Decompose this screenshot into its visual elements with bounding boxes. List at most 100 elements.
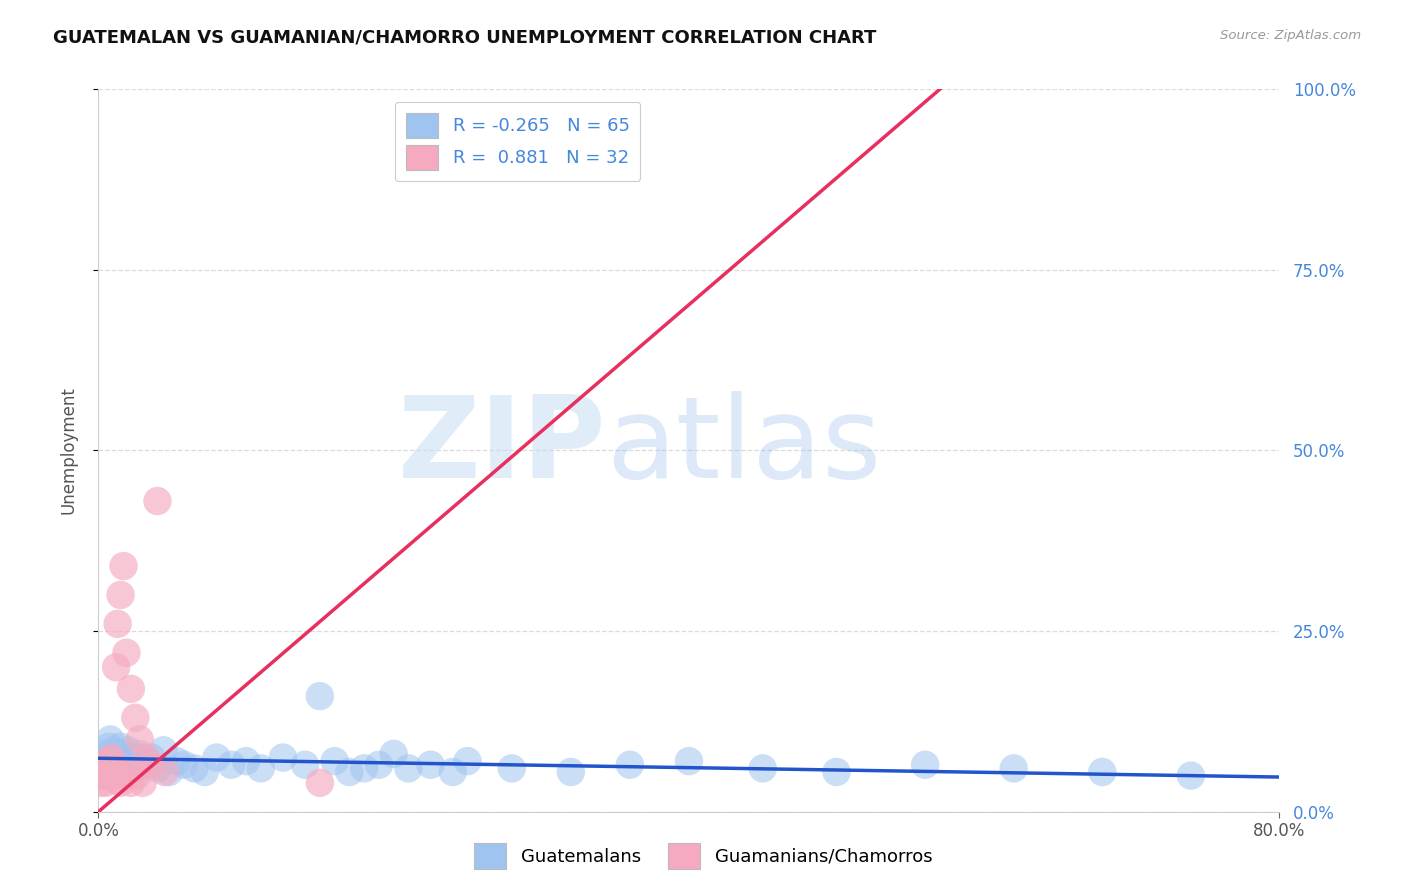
Point [90,776,112,790]
Point [100,750,122,764]
Point [122,750,145,764]
Point [173,757,195,772]
Point [103,757,125,772]
Point [128,747,150,761]
Point [166,754,188,768]
Point [103,743,125,757]
Point [93,761,115,775]
Point [104,754,127,768]
Point [105,750,128,764]
Point [250,761,273,775]
Point [110,776,132,790]
Point [457,754,479,768]
Point [91,754,114,768]
Y-axis label: Unemployment: Unemployment [59,386,77,515]
Point [132,776,155,790]
Point [678,754,700,768]
Point [221,757,243,772]
Point [619,757,641,772]
Point [501,761,523,775]
Point [120,681,142,696]
Point [97,769,120,783]
Point [1091,764,1114,779]
Point [97,754,120,768]
Point [110,588,132,602]
Point [128,732,150,747]
Point [105,761,128,775]
Point [114,750,136,764]
Point [96,757,118,772]
Point [825,764,848,779]
Point [752,761,775,775]
Point [103,761,125,775]
Point [90,764,112,779]
Point [339,764,361,779]
Text: atlas: atlas [606,392,882,502]
Point [368,757,391,772]
Point [94,747,117,761]
Point [132,757,155,772]
Point [235,754,257,768]
Point [93,764,115,779]
Point [294,757,316,772]
Point [103,757,125,772]
Point [98,761,121,775]
Point [323,754,346,768]
Point [111,757,134,772]
Legend: R = -0.265   N = 65, R =  0.881   N = 32: R = -0.265 N = 65, R = 0.881 N = 32 [395,102,641,181]
Point [136,754,159,768]
Point [124,711,146,725]
Point [441,764,464,779]
Point [353,761,375,775]
Point [141,757,163,772]
Point [141,750,163,764]
Text: GUATEMALAN VS GUAMANIAN/CHAMORRO UNEMPLOYMENT CORRELATION CHART: GUATEMALAN VS GUAMANIAN/CHAMORRO UNEMPLO… [53,29,877,46]
Point [194,764,217,779]
Point [153,764,176,779]
Point [398,761,420,775]
Point [112,747,135,761]
Point [560,764,582,779]
Point [382,747,405,761]
Point [115,761,138,775]
Point [105,660,128,674]
Point [107,747,129,761]
Point [1180,769,1202,783]
Point [98,764,121,779]
Text: Source: ZipAtlas.com: Source: ZipAtlas.com [1220,29,1361,42]
Point [157,764,180,779]
Point [110,754,132,768]
Point [110,739,132,754]
Point [125,769,148,783]
Point [94,757,117,772]
Point [94,776,117,790]
Point [112,559,135,574]
Point [115,646,138,660]
Point [120,776,142,790]
Point [309,689,332,703]
Point [205,750,228,764]
Point [100,750,122,764]
Point [419,757,441,772]
Point [183,761,205,775]
Point [152,743,174,757]
Point [1002,761,1025,775]
Point [98,732,121,747]
Point [107,616,129,631]
Point [118,754,141,768]
Point [120,757,142,772]
Point [271,750,294,764]
Point [97,739,120,754]
Point [91,769,114,783]
Point [108,764,131,779]
Point [114,764,136,779]
Point [914,757,936,772]
Point [309,776,332,790]
Point [117,743,139,757]
Text: ZIP: ZIP [398,392,606,502]
Point [105,772,128,787]
Point [146,761,169,775]
Point [96,761,118,775]
Point [125,761,148,775]
Point [94,769,117,783]
